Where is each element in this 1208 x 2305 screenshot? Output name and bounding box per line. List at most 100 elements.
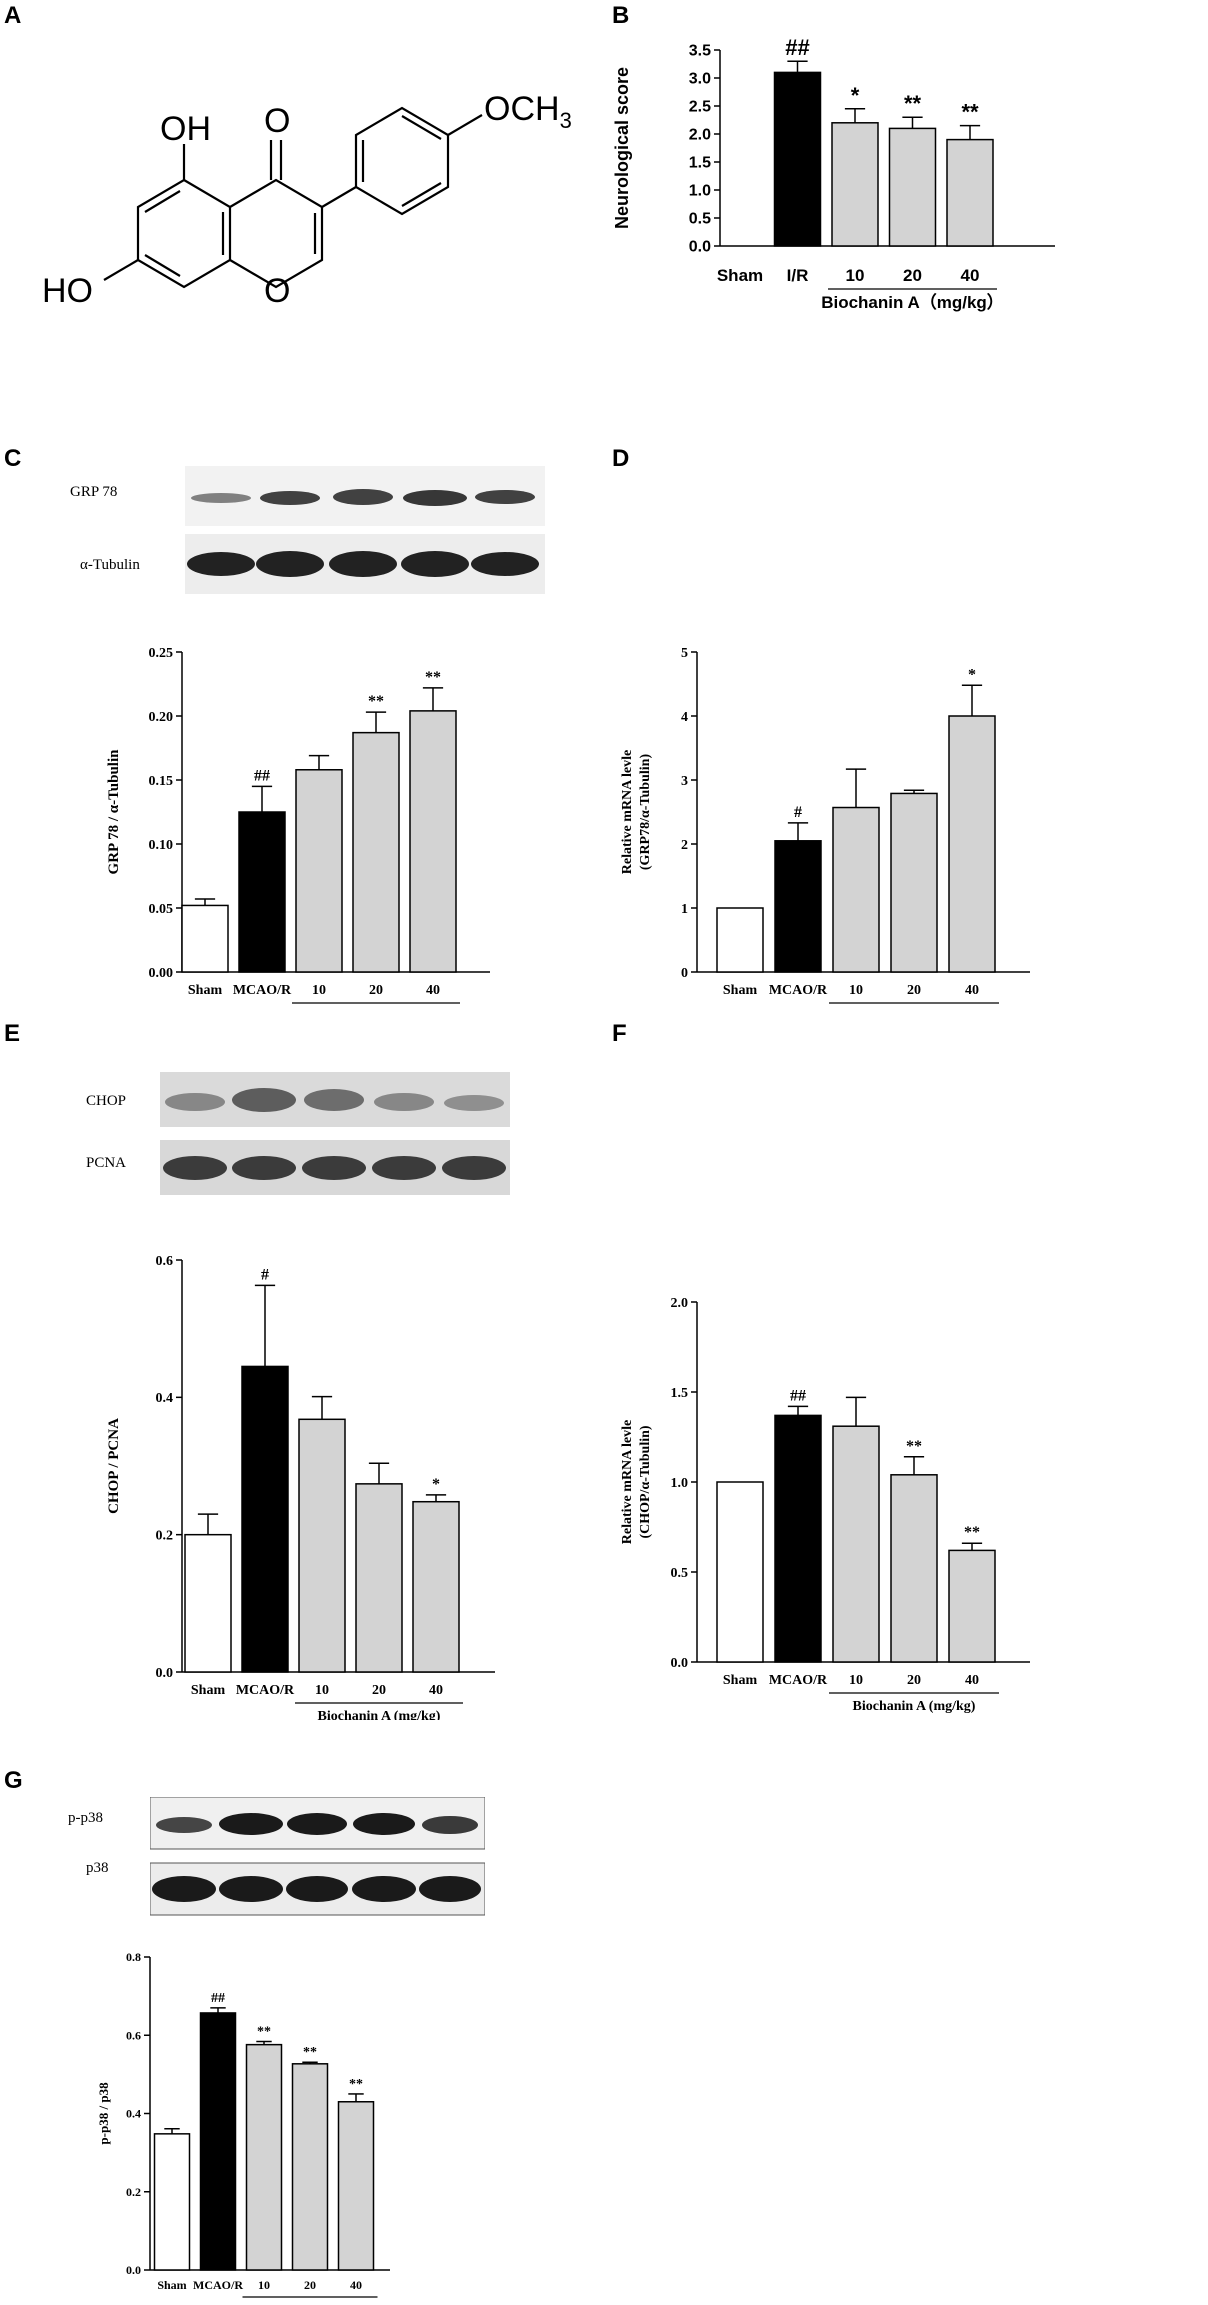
category-label: 10 [849,1673,863,1688]
y-axis-label: p-p38 / p38 [96,2082,111,2145]
y-tick-label: 1.5 [671,1386,689,1401]
category-label: 40 [350,2278,362,2292]
chart-group: 0.0 0.5 1.0 1.5 2.0 Relative mRNA levle (CHOP/… [620,1296,1030,1714]
category-label: 10 [312,983,326,998]
oh-label-top: OH [160,110,211,148]
chart-group: 0.00 0.05 0.10 0.15 0.20 0.25 GRP 78 / α-Tubul… [106,646,490,1010]
y-tick-label: 3.5 [689,43,711,60]
y-tick-label: 1.0 [671,1476,689,1491]
methoxy-label: OCH3 [484,90,572,133]
significance-label: ** [425,669,441,686]
y-tick-label: 0.2 [126,2185,141,2199]
y-axis-label-secondary: (CHOP/α-Tubulin) [638,1425,653,1538]
bar [890,792,938,973]
chart-chop-mrna: 0.0 0.5 1.0 1.5 2.0 Relative mRNA levle (CHOP/… [620,1296,1030,1714]
y-tick-label: 0.20 [149,710,174,725]
y-tick-label: 0.0 [689,239,711,256]
bar [946,138,994,247]
bar [774,1414,822,1663]
category-label: 40 [965,1673,979,1688]
significance-label: # [794,804,802,821]
significance-label: ** [906,1438,922,1455]
significance-label: # [261,1266,269,1283]
y-tick-label: 4 [681,710,688,725]
panel-letter-b: B [612,2,630,29]
category-label: MCAO/R [233,983,292,998]
category-label: 20 [907,1673,921,1688]
significance-label: ## [785,35,809,60]
bar [832,1425,880,1663]
y-tick-label: 0.6 [126,2028,141,2042]
y-tick-label: 0.2 [156,1529,174,1544]
panel-letter-f: F [612,1020,627,1047]
significance-label: ** [964,1524,980,1541]
y-tick-label: 2.5 [689,99,711,116]
bar [409,710,457,973]
y-tick-label: 0.25 [149,646,174,661]
bar [716,1481,764,1663]
western-blot-e [160,1072,510,1195]
category-label: 40 [429,1683,443,1698]
panel-letter-c: C [4,445,22,472]
category-label: I/R [787,266,809,285]
category-label: Sham [723,983,758,998]
y-axis-label: Relative mRNA levle [620,750,635,874]
panel-letter-e: E [4,1020,21,1047]
blot-label-chop: CHOP [86,1093,127,1109]
chart-grp78-protein: 0.00 0.05 0.10 0.15 0.20 0.25 GRP 78 / α-Tubul… [106,646,490,1010]
chart-group: 0.0 0.2 0.4 0.6 CHOP / PCNA Sham # MCAO/R 10 20 * 4… [106,1254,495,1720]
y-tick-label: 0.0 [156,1666,174,1681]
bar [298,1418,346,1673]
bar [773,71,822,247]
bar [890,1474,938,1663]
group-label: Biochanin A (mg/kg) [318,1709,441,1720]
y-tick-label: 0.05 [149,902,174,917]
chart-chop-protein: 0.0 0.2 0.4 0.6 CHOP / PCNA Sham # MCAO/R 10 20 * 4… [106,1254,495,1720]
significance-label: ** [904,91,922,116]
category-label: 20 [907,983,921,998]
category-label: MCAO/R [769,983,828,998]
significance-label: * [432,1476,440,1493]
category-label: Sham [188,983,223,998]
significance-label: ## [790,1387,806,1404]
category-label: 40 [961,266,980,285]
y-tick-label: 5 [681,646,688,661]
significance-label: ** [257,2025,271,2040]
bar [948,1549,996,1663]
category-label: MCAO/R [193,2278,243,2292]
y-axis-label: Relative mRNA levle [620,1420,635,1544]
category-label: 10 [846,266,865,285]
y-tick-label: 0.4 [126,2107,141,2121]
y-axis-label-secondary: (GRP78/α-Tubulin) [638,754,653,871]
y-tick-label: 1.5 [689,155,711,172]
category-label: Sham [717,266,763,285]
category-label: 10 [849,983,863,998]
chart-group: 0.0 0.2 0.4 0.6 0.8 p-p38 / p38 Sham ## MCAO/R **… [96,1950,390,2298]
significance-label: * [968,666,976,683]
y-tick-label: 3.0 [689,71,711,88]
y-tick-label: 2.0 [689,127,711,144]
bar [238,811,286,973]
y-tick-label: 3 [681,774,688,789]
category-label: Sham [723,1673,758,1688]
y-tick-label: 0.0 [671,1656,689,1671]
bar [831,122,879,247]
group-label: Biochanin A (mg/kg) [853,1699,976,1714]
bar [832,806,880,973]
y-axis-label: GRP 78 / α-Tubulin [106,749,122,875]
bar [352,731,400,973]
category-label: 10 [315,1683,329,1698]
category-label: 10 [258,2278,270,2292]
y-tick-label: 0.8 [126,1950,141,1964]
significance-label: * [851,83,860,108]
category-label: MCAO/R [769,1673,828,1688]
significance-label: ** [303,2045,317,2060]
y-tick-label: 1 [681,902,688,917]
y-tick-label: 0.5 [689,211,711,228]
y-tick-label: 0.0 [126,2263,141,2277]
category-label: 20 [903,266,922,285]
bar [355,1483,403,1673]
chart-grp78-mrna: 0 1 2 3 4 5 Relative mRNA levle (GRP78/α-Tubuli… [620,646,1030,1010]
panel-letter-a: A [4,2,22,29]
